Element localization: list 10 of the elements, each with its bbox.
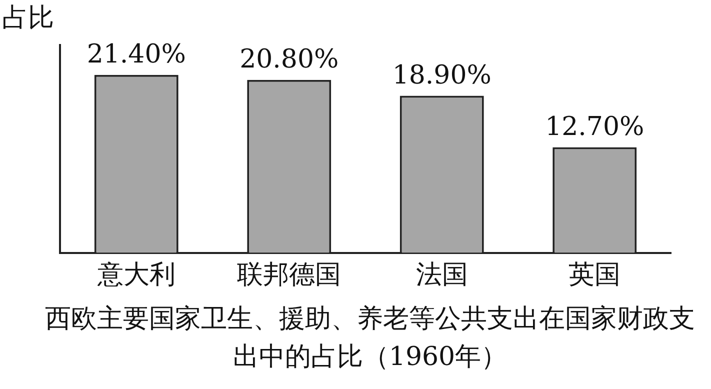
data-label: 21.40% (86, 40, 186, 70)
x-tick-label: 联邦德国 (237, 260, 342, 290)
x-tick-label: 英国 (568, 260, 621, 290)
data-label: 20.80% (240, 44, 339, 75)
y-axis-title: 占比 (2, 2, 54, 35)
x-tick-label: 法国 (416, 260, 468, 290)
text: 西欧主要国家卫生、援助、养老等公共支出在国家财政支出中的占比（1960年） (44, 303, 696, 374)
x-tick-label: 意大利 (96, 260, 176, 290)
data-label: 18.90% (392, 60, 492, 90)
data-label: 12.70% (545, 112, 644, 142)
